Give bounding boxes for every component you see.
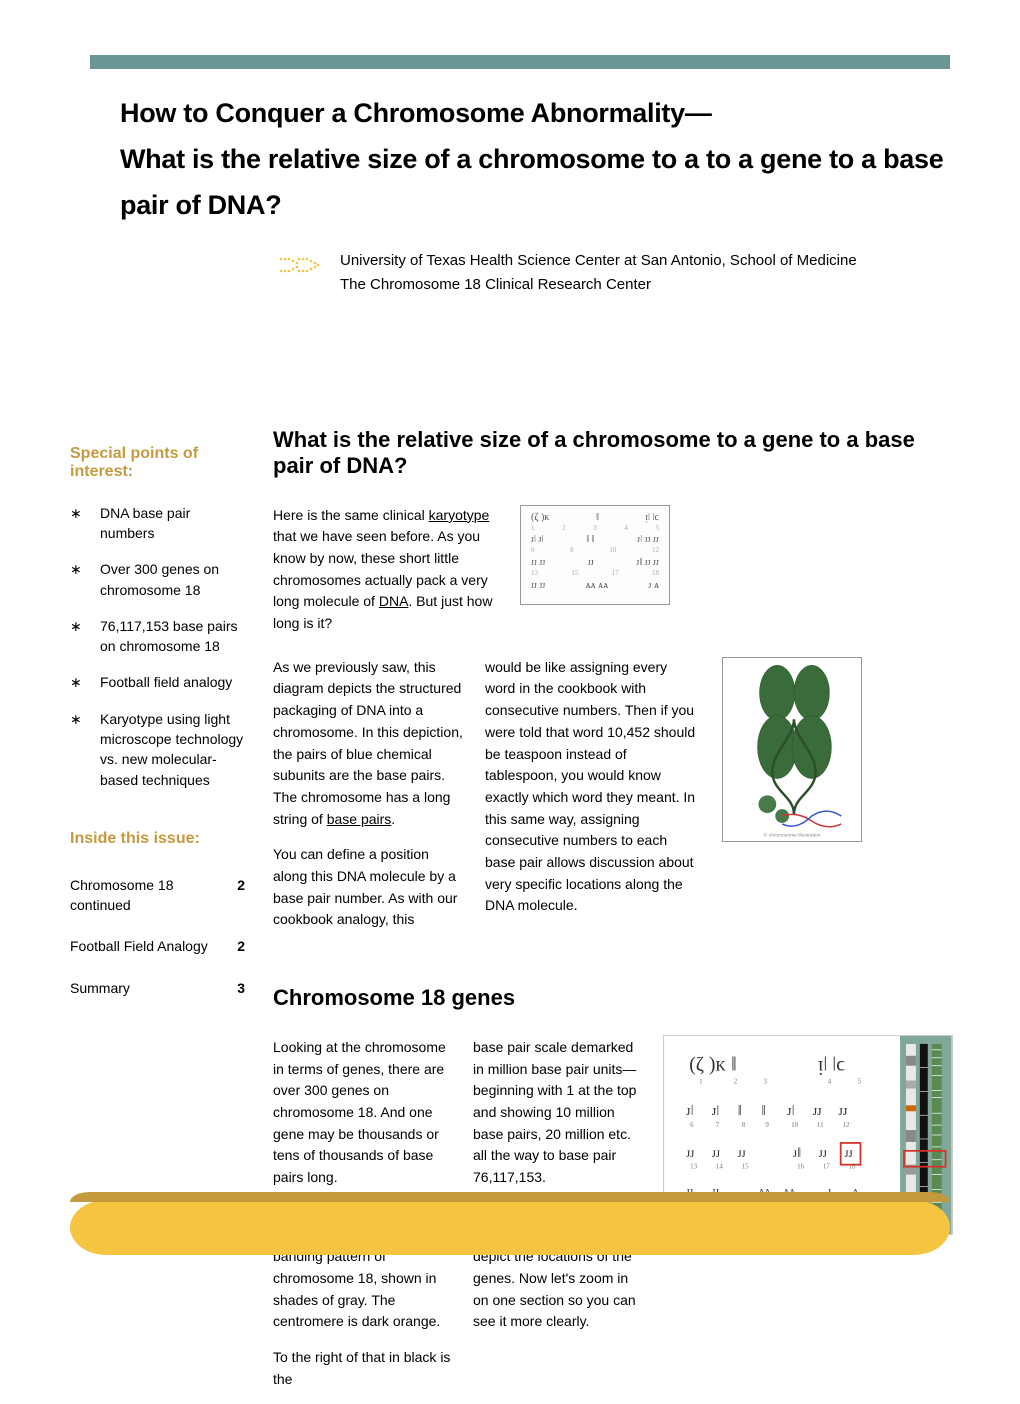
svg-text:ᴊǀ: ᴊǀ — [787, 1103, 794, 1119]
list-item: ∗Karyotype using light microscope techno… — [70, 709, 245, 790]
svg-text:ǁ: ǁ — [761, 1103, 765, 1119]
svg-text:6: 6 — [690, 1122, 694, 1129]
list-item: ∗DNA base pair numbers — [70, 503, 245, 544]
body-paragraph: As we previously saw, this diagram depic… — [273, 657, 463, 831]
document-title: How to Conquer a Chromosome Abnormality—… — [120, 91, 950, 229]
svg-text:14: 14 — [716, 1164, 723, 1171]
main-column: What is the relative size of a chromosom… — [273, 427, 953, 1404]
svg-text:4: 4 — [828, 1079, 832, 1086]
toc-page: 3 — [237, 979, 245, 999]
svg-text:1: 1 — [699, 1079, 703, 1086]
svg-text:10: 10 — [791, 1122, 798, 1129]
list-item: ∗76,117,153 base pairs on chromosome 18 — [70, 616, 245, 657]
toc-page: 2 — [237, 876, 245, 915]
title-line-1: How to Conquer a Chromosome Abnormality— — [120, 98, 712, 128]
svg-text:2: 2 — [734, 1079, 738, 1086]
svg-text:ᴊǁ: ᴊǁ — [793, 1145, 801, 1160]
svg-text:7: 7 — [716, 1122, 720, 1129]
svg-text:ᴊᴊ: ᴊᴊ — [845, 1145, 853, 1160]
toc-row: Chromosome 18 continued 2 — [70, 876, 245, 915]
list-item: ∗Over 300 genes on chromosome 18 — [70, 559, 245, 600]
toc-label: Football Field Analogy — [70, 937, 210, 957]
svg-text:ᴊǀ: ᴊǀ — [686, 1103, 693, 1119]
content-area: Special points of interest: ∗DNA base pa… — [70, 427, 950, 1404]
karyotype-small-figure: (ζ )ᴋǁᴉǀ ǀϲ 12345 ᴊǀ ᴊǀǁ ǁᴊǀ ᴊᴊ ᴊᴊ 68101… — [520, 505, 670, 605]
org-line-1: University of Texas Health Science Cente… — [340, 249, 857, 273]
svg-text:ᴊᴊ: ᴊᴊ — [738, 1145, 746, 1160]
svg-text:ᴊᴊ: ᴊᴊ — [813, 1103, 822, 1119]
interest-list: ∗DNA base pair numbers ∗Over 300 genes o… — [70, 503, 245, 790]
toc-label: Chromosome 18 continued — [70, 876, 210, 915]
section-1-lower-row: As we previously saw, this diagram depic… — [273, 657, 953, 945]
section-1-intro-row: Here is the same clinical karyotype that… — [273, 505, 953, 649]
body-paragraph: base pair scale demarked in million base… — [473, 1037, 643, 1189]
organization-block: University of Texas Health Science Cente… — [275, 249, 950, 297]
list-item: ∗Football field analogy — [70, 672, 245, 692]
section-2-title: Chromosome 18 genes — [273, 985, 953, 1011]
svg-text:(ζ )ᴋ ǁ: (ζ )ᴋ ǁ — [689, 1054, 736, 1076]
inside-issue-heading: Inside this issue: — [70, 830, 245, 848]
svg-text:ᴊᴊ: ᴊᴊ — [686, 1145, 694, 1160]
svg-text:ᴊᴊ: ᴊᴊ — [839, 1103, 848, 1119]
body-paragraph: Looking at the chromosome in terms of ge… — [273, 1037, 453, 1189]
svg-text:12: 12 — [843, 1122, 850, 1129]
svg-text:5: 5 — [858, 1079, 862, 1086]
org-line-2: The Chromosome 18 Clinical Research Cent… — [340, 273, 857, 297]
svg-text:ǁ: ǁ — [738, 1103, 742, 1119]
body-paragraph: To the right of that in black is the — [273, 1347, 453, 1390]
chromosome-dna-figure: © chromosome illustration — [722, 657, 862, 842]
toc-row: Football Field Analogy 2 — [70, 937, 245, 957]
svg-text:ᴊᴊ: ᴊᴊ — [819, 1145, 827, 1160]
section-1-title: What is the relative size of a chromosom… — [273, 427, 953, 479]
toc-label: Summary — [70, 979, 210, 999]
body-paragraph: would be like assigning every word in th… — [485, 657, 700, 917]
svg-text:16: 16 — [797, 1164, 804, 1171]
svg-text:17: 17 — [823, 1164, 830, 1171]
arrows-icon — [275, 251, 325, 281]
toc-row: Summary 3 — [70, 979, 245, 999]
intro-paragraph: Here is the same clinical karyotype that… — [273, 505, 498, 635]
svg-text:ᴊǀ: ᴊǀ — [712, 1103, 719, 1119]
footer-swoosh — [70, 1200, 950, 1255]
body-paragraph: You can define a position along this DNA… — [273, 844, 463, 931]
svg-text:ᴊᴊ: ᴊᴊ — [712, 1145, 720, 1160]
svg-text:© chromosome illustration: © chromosome illustration — [764, 832, 821, 839]
svg-text:15: 15 — [742, 1164, 749, 1171]
svg-text:3: 3 — [763, 1079, 767, 1086]
special-points-heading: Special points of interest: — [70, 445, 245, 481]
svg-text:8: 8 — [742, 1122, 746, 1129]
svg-text:11: 11 — [817, 1122, 824, 1129]
sidebar: Special points of interest: ∗DNA base pa… — [70, 427, 245, 1404]
svg-text:9: 9 — [765, 1122, 769, 1129]
title-line-2: What is the relative size of a chromosom… — [120, 144, 943, 220]
svg-text:ᴉǀ ǀϲ: ᴉǀ ǀϲ — [818, 1054, 845, 1076]
svg-text:13: 13 — [690, 1164, 697, 1171]
header-accent-bar — [90, 55, 950, 69]
toc-page: 2 — [237, 937, 245, 957]
